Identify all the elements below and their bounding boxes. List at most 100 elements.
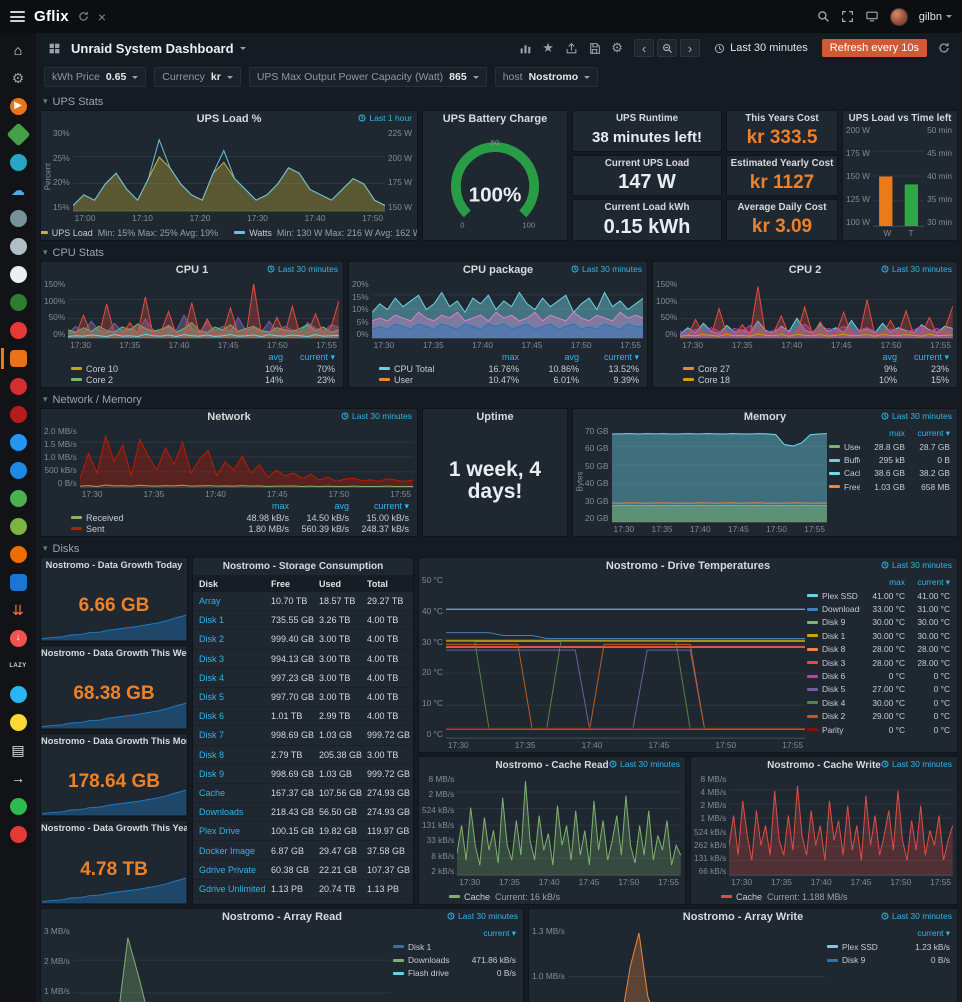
disk-link[interactable]: Array: [199, 596, 221, 607]
disk-link[interactable]: Gdrive Unlimited: [199, 883, 266, 894]
panel-title[interactable]: Memory: [743, 411, 787, 423]
legend-item[interactable]: UPS Load Min: 15% Max: 25% Avg: 19%: [41, 228, 218, 238]
panel-title[interactable]: Nostromo - Cache Read: [495, 760, 609, 771]
cloud-icon[interactable]: ☁: [11, 182, 25, 198]
app-title[interactable]: Gflix: [34, 8, 69, 25]
app-icon-green[interactable]: [4, 488, 32, 508]
legend-item[interactable]: Buffered 295 kB0 B: [829, 453, 950, 466]
panel-title[interactable]: Uptime: [476, 411, 514, 423]
template-variable[interactable]: kWh Price 0.65: [44, 67, 147, 87]
panel-title[interactable]: This Years Cost: [745, 113, 819, 124]
panel-title[interactable]: UPS Load vs Time left: [848, 113, 952, 124]
disk-link[interactable]: Disk 3: [199, 653, 225, 664]
legend-item[interactable]: Plex SSD 1.23 kB/s: [827, 940, 950, 953]
refresh-dashboard-icon[interactable]: [934, 39, 954, 57]
download-icon[interactable]: ↓: [4, 628, 32, 648]
disk-link[interactable]: Disk 7: [199, 730, 225, 741]
disk-link[interactable]: Disk 2: [199, 634, 225, 645]
panel-title[interactable]: Average Daily Cost: [737, 202, 827, 214]
legend-item[interactable]: Disk 4 30.00 °C 0 °C: [807, 696, 950, 709]
legend-item[interactable]: Disk 1 30.00 °C 30.00 °C: [807, 629, 950, 642]
search-icon[interactable]: [817, 10, 830, 23]
legend-item[interactable]: Cache Current: 16 kB/s: [449, 892, 560, 902]
ups-load-chart[interactable]: [72, 130, 386, 212]
fullscreen-icon[interactable]: [841, 10, 854, 23]
share-icon[interactable]: [561, 39, 581, 57]
cpu2-chart[interactable]: [680, 281, 953, 339]
shield-icon[interactable]: [4, 376, 32, 396]
disk-link[interactable]: Disk 5: [199, 692, 225, 703]
dashboard-grid-icon[interactable]: [44, 39, 64, 57]
app-icon-lightgreen[interactable]: [4, 516, 32, 536]
cpu1-chart[interactable]: [68, 281, 339, 339]
refresh-interval-button[interactable]: Refresh every 10s: [821, 39, 927, 57]
app-icon-red[interactable]: [4, 320, 32, 340]
disk-link[interactable]: Disk 8: [199, 749, 225, 760]
panel-title[interactable]: Nostromo - Data Growth Today: [45, 560, 183, 570]
row-header-disks[interactable]: ▾ Disks: [43, 542, 80, 555]
logout-icon[interactable]: →: [11, 770, 25, 786]
legend-item[interactable]: Parity 0 °C 0 °C: [807, 723, 950, 736]
panel-title[interactable]: Nostromo - Data Growth This Week: [41, 647, 187, 658]
menu-icon[interactable]: [10, 11, 25, 22]
github-icon[interactable]: [4, 796, 32, 816]
legend-item[interactable]: Plex SSD 41.00 °C 41.00 °C: [807, 589, 950, 602]
legend-item[interactable]: User 10.47% 6.01% 9.39%: [379, 374, 639, 385]
array-read-chart[interactable]: [72, 928, 391, 1002]
disk-link[interactable]: Docker Image: [199, 845, 256, 856]
legend-item[interactable]: Sent 1.80 MB/s 560.39 kB/s 248.37 kB/s: [71, 523, 409, 534]
panel-title[interactable]: Nostromo - Storage Consumption: [222, 561, 384, 572]
legend-item[interactable]: Downloads 33.00 °C 31.00 °C: [807, 602, 950, 615]
cpu-package-chart[interactable]: [371, 281, 643, 339]
panel-title[interactable]: UPS Load %: [196, 113, 262, 125]
download-arrows-icon[interactable]: ⇊: [12, 602, 24, 618]
template-variable[interactable]: Currency kr: [154, 67, 241, 87]
disk-link[interactable]: Downloads: [199, 807, 244, 818]
network-chart[interactable]: [79, 428, 413, 488]
legend-item[interactable]: Received 48.98 kB/s 14.50 kB/s 15.00 kB/s: [71, 512, 409, 523]
panel-title[interactable]: CPU 1: [175, 264, 209, 276]
legend-item[interactable]: Disk 6 0 °C 0 °C: [807, 669, 950, 682]
app-icon-darkred[interactable]: [4, 404, 32, 424]
legend-item[interactable]: Core 10 10% 70%: [71, 363, 335, 374]
panel-title[interactable]: CPU package: [462, 264, 534, 276]
cache-write-chart[interactable]: [729, 776, 953, 876]
refresh-icon[interactable]: [78, 11, 89, 22]
app-icon-grey[interactable]: [4, 236, 32, 256]
bank-icon[interactable]: ▤: [11, 742, 25, 758]
legend-item[interactable]: Disk 3 28.00 °C 28.00 °C: [807, 656, 950, 669]
cache-read-chart[interactable]: [457, 776, 681, 876]
settings-icon[interactable]: ⚙: [11, 70, 25, 86]
legend-item[interactable]: Disk 9 0 B/s: [827, 953, 950, 966]
grafana-icon[interactable]: [0, 347, 32, 369]
app-icon-white[interactable]: [4, 264, 32, 284]
panel-title[interactable]: Nostromo - Cache Write: [767, 760, 881, 771]
drive-temps-chart[interactable]: [445, 577, 805, 739]
save-icon[interactable]: [584, 39, 604, 57]
app-icon-play[interactable]: ▶: [4, 96, 32, 116]
panel-title[interactable]: UPS Runtime: [615, 113, 679, 124]
legend-item[interactable]: Disk 8 28.00 °C 28.00 °C: [807, 643, 950, 656]
legend-item[interactable]: Flash drive 0 B/s: [393, 967, 516, 980]
panel-title[interactable]: UPS Battery Charge: [442, 113, 548, 125]
legend-item[interactable]: Core 18 10% 15%: [683, 374, 949, 385]
panel-title[interactable]: Estimated Yearly Cost: [730, 157, 834, 169]
app-icon-amber[interactable]: [4, 544, 32, 564]
disk-link[interactable]: Disk 9: [199, 768, 225, 779]
legend-item[interactable]: Core 27 9% 23%: [683, 363, 949, 374]
disk-link[interactable]: Disk 4: [199, 672, 225, 683]
app-icon-redcircle[interactable]: [4, 824, 32, 844]
legend-item[interactable]: Watts Min: 130 W Max: 216 W Avg: 162 W: [234, 228, 417, 238]
legend-item[interactable]: Core 2 14% 23%: [71, 374, 335, 385]
memory-chart[interactable]: [611, 428, 827, 523]
panel-title[interactable]: CPU 2: [788, 264, 822, 276]
legend-item[interactable]: Cache Current: 1.188 MB/s: [721, 892, 848, 902]
zoom-out-icon[interactable]: [657, 39, 678, 57]
star-icon[interactable]: ★: [542, 40, 554, 55]
app-icon-teal[interactable]: [4, 152, 32, 172]
panel-add-icon[interactable]: [515, 39, 535, 57]
row-header-cpu-stats[interactable]: ▾ CPU Stats: [43, 246, 104, 259]
lazy-icon[interactable]: LAZY: [9, 663, 27, 669]
home-icon[interactable]: ⌂: [13, 42, 23, 58]
